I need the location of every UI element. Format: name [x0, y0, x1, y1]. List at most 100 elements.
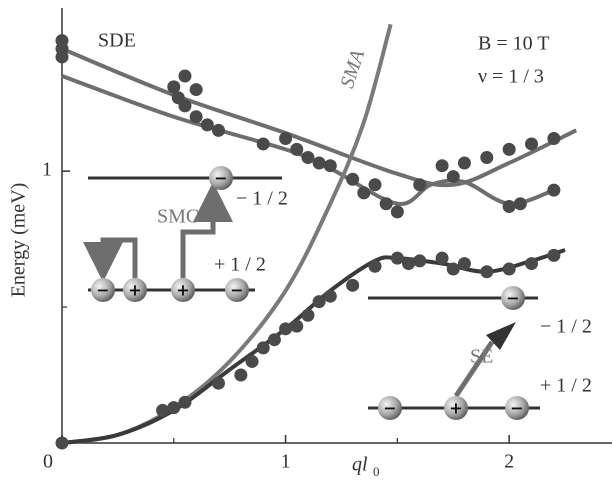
ball-sign: − [96, 281, 109, 300]
point [312, 295, 326, 309]
point [346, 172, 360, 186]
inset-label: − 1 / 2 [540, 316, 592, 338]
point [513, 197, 527, 211]
point [301, 308, 315, 322]
curve [61, 23, 393, 445]
ball [378, 396, 402, 420]
ball-sign: − [383, 399, 396, 418]
point [212, 123, 226, 137]
point [547, 248, 561, 262]
point [256, 137, 270, 151]
point [390, 205, 404, 219]
ball [171, 278, 195, 302]
point [279, 132, 293, 145]
point [167, 80, 181, 94]
ball-sign: − [510, 399, 523, 418]
point [457, 156, 471, 170]
point [480, 265, 494, 279]
ball-sign: − [506, 289, 519, 308]
ball [123, 278, 147, 302]
ball [225, 278, 249, 302]
point [200, 118, 214, 132]
ball [91, 278, 115, 302]
ball-sign: − [230, 281, 243, 300]
ball-sign: + [128, 281, 141, 300]
point [480, 151, 494, 165]
point [55, 50, 69, 64]
arrow-head [486, 322, 516, 350]
annotation: SDE [98, 30, 136, 52]
inset-label: SE [470, 346, 493, 368]
se-inset: SE − 1 / 2 + 1 / 2 [368, 296, 592, 410]
point [301, 151, 315, 165]
point [435, 159, 449, 173]
point [279, 322, 293, 336]
ball [505, 396, 529, 420]
point [323, 159, 337, 173]
point [357, 186, 371, 200]
arrow [453, 340, 495, 398]
arrow [180, 182, 233, 278]
point [525, 137, 539, 151]
curve [61, 74, 555, 206]
point [178, 395, 192, 409]
point [368, 259, 382, 273]
point [502, 262, 516, 276]
point [368, 178, 382, 192]
point [55, 436, 69, 450]
point [290, 319, 304, 333]
point [256, 341, 270, 355]
point [312, 156, 326, 170]
point [212, 376, 226, 390]
x-tick-label: 2 [504, 451, 514, 473]
point [390, 251, 404, 265]
point [267, 333, 281, 347]
point [178, 99, 192, 113]
ball [209, 166, 233, 190]
annotation: ν = 1 / 3 [478, 66, 544, 88]
annotation: B = 10 T [478, 33, 549, 55]
x-axis-label: ql [352, 454, 368, 476]
ball-sign: + [449, 399, 462, 418]
point [402, 257, 416, 271]
ball [501, 286, 525, 310]
point [290, 142, 304, 156]
point [413, 178, 427, 192]
point [502, 199, 516, 213]
curve [61, 46, 578, 188]
axes [61, 8, 612, 444]
y-tick-label: 1 [42, 159, 52, 181]
ball [444, 396, 468, 420]
inset-label: + 1 / 2 [214, 254, 266, 276]
point [502, 142, 516, 156]
smg-inset: SMG − 1 / 2 + 1 / 2 [83, 176, 288, 292]
point [547, 183, 561, 197]
annotation: SMA [336, 46, 369, 91]
inset-label: SMG [157, 206, 200, 228]
x-tick-label: 1 [281, 451, 291, 473]
point [379, 197, 393, 211]
point [446, 170, 460, 184]
x-axis-label-sub: 0 [373, 464, 380, 479]
arrow [83, 237, 138, 282]
point [323, 289, 337, 303]
point [457, 257, 471, 271]
inset-label: + 1 / 2 [540, 375, 592, 397]
ball-sign: − [214, 169, 227, 188]
point [547, 132, 561, 145]
point [435, 251, 449, 265]
point [413, 254, 427, 268]
point [245, 354, 259, 368]
inset-label: − 1 / 2 [236, 188, 288, 210]
point [189, 110, 203, 124]
point [156, 403, 170, 417]
point [189, 83, 203, 97]
ball-sign: + [176, 281, 189, 300]
point [234, 368, 248, 382]
point [178, 69, 192, 83]
point [167, 401, 181, 415]
y-axis-label: Energy (meV) [8, 183, 30, 298]
x-tick-label: 0 [43, 451, 53, 473]
